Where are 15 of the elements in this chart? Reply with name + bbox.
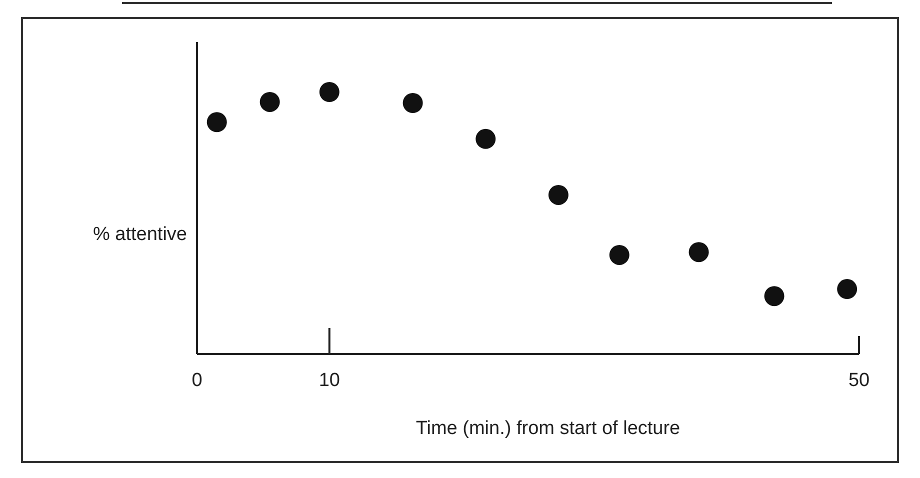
y-axis-title: % attentive [93, 224, 187, 245]
point [837, 279, 858, 300]
point [609, 244, 630, 265]
point [319, 82, 340, 102]
point [260, 92, 280, 112]
point [548, 184, 568, 205]
x-tick-label: 0 [192, 370, 202, 391]
point [476, 128, 496, 149]
point [402, 93, 423, 114]
point [688, 242, 709, 262]
x-tick-label: 10 [318, 370, 340, 391]
point [206, 112, 227, 132]
x-axis-title: Time (min.) from start of lecture [416, 418, 680, 439]
point [764, 286, 784, 306]
x-tick-label: 50 [848, 370, 870, 391]
